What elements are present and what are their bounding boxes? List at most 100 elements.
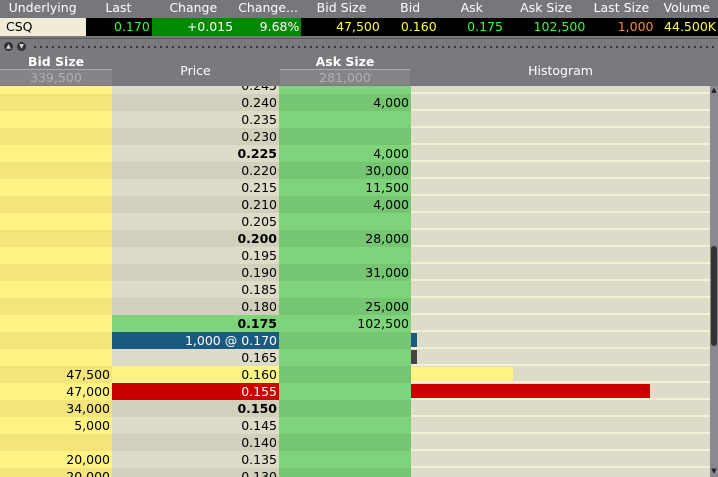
quote-col-header[interactable]: Bid xyxy=(400,0,421,15)
price-cell[interactable]: 0.130 xyxy=(112,468,279,477)
bid-size-cell[interactable] xyxy=(0,298,112,315)
histogram-cell[interactable] xyxy=(411,366,710,383)
histogram-cell[interactable] xyxy=(411,162,710,179)
bid-size-cell[interactable] xyxy=(0,94,112,111)
ask-size-cell[interactable]: 28,000 xyxy=(279,230,411,247)
histogram-cell[interactable] xyxy=(411,281,710,298)
price-cell[interactable]: 0.190 xyxy=(112,264,279,281)
histogram-cell[interactable] xyxy=(411,94,710,111)
bid-size-cell[interactable]: 47,500 xyxy=(0,366,112,383)
ask-size-cell[interactable]: 102,500 xyxy=(279,315,411,332)
book-row[interactable]: 0.245 xyxy=(0,86,710,94)
histogram-cell[interactable] xyxy=(411,213,710,230)
price-cell[interactable]: 0.245 xyxy=(112,86,279,94)
book-row[interactable]: 0.215 11,500 xyxy=(0,179,710,196)
ask-size-header[interactable]: Ask Size xyxy=(280,54,410,70)
book-row[interactable]: 0.140 xyxy=(0,434,710,451)
book-row[interactable]: 0.210 4,000 xyxy=(0,196,710,213)
histogram-cell[interactable] xyxy=(411,145,710,162)
book-row[interactable]: 0.240 4,000 xyxy=(0,94,710,111)
ask-size-cell[interactable] xyxy=(279,468,411,477)
bid-size-cell[interactable] xyxy=(0,281,112,298)
ask-size-cell[interactable]: 11,500 xyxy=(279,179,411,196)
scroll-down-icon[interactable]: ▼ xyxy=(711,467,717,475)
histogram-cell[interactable] xyxy=(411,247,710,264)
symbol-field[interactable]: CSQ xyxy=(0,18,86,36)
price-cell[interactable]: 0.145 xyxy=(112,417,279,434)
price-cell[interactable]: 0.165 xyxy=(112,349,279,366)
book-row[interactable]: 0.225 4,000 xyxy=(0,145,710,162)
collapse-up-icon[interactable]: ▲ xyxy=(4,42,13,51)
histogram-cell[interactable] xyxy=(411,349,710,366)
ask-size-cell[interactable]: 4,000 xyxy=(279,196,411,213)
bid-size-cell[interactable]: 34,000 xyxy=(0,400,112,417)
price-cell[interactable]: 0.240 xyxy=(112,94,279,111)
expand-down-icon[interactable]: ▼ xyxy=(17,42,26,51)
price-cell[interactable]: 0.210 xyxy=(112,196,279,213)
histogram-cell[interactable] xyxy=(411,400,710,417)
book-row[interactable]: 47,500 0.160 xyxy=(0,366,710,383)
splitter[interactable]: ▲ ▼ xyxy=(0,38,718,54)
histogram-cell[interactable] xyxy=(411,417,710,434)
book-row[interactable]: 0.230 xyxy=(0,128,710,145)
histogram-cell[interactable] xyxy=(411,451,710,468)
book-row[interactable]: 0.175 102,500 xyxy=(0,315,710,332)
bid-size-cell[interactable] xyxy=(0,213,112,230)
bid-size-cell[interactable] xyxy=(0,111,112,128)
bid-size-cell[interactable] xyxy=(0,128,112,145)
histogram-cell[interactable] xyxy=(411,111,710,128)
price-cell[interactable]: 0.200 xyxy=(112,230,279,247)
book-row[interactable]: 0.235 xyxy=(0,111,710,128)
ask-size-cell[interactable]: 4,000 xyxy=(279,94,411,111)
quote-col-header[interactable]: Last xyxy=(105,0,132,15)
book-row[interactable]: 47,000 0.155 xyxy=(0,383,710,400)
ask-size-cell[interactable] xyxy=(279,349,411,366)
histogram-cell[interactable] xyxy=(411,434,710,451)
bid-size-cell[interactable] xyxy=(0,162,112,179)
ask-size-cell[interactable] xyxy=(279,434,411,451)
bid-size-cell[interactable] xyxy=(0,230,112,247)
book-row[interactable]: 0.190 31,000 xyxy=(0,264,710,281)
book-row[interactable]: 0.205 xyxy=(0,213,710,230)
price-cell[interactable]: 0.140 xyxy=(112,434,279,451)
bid-size-cell[interactable] xyxy=(0,86,112,94)
ask-size-cell[interactable] xyxy=(279,247,411,264)
book-row[interactable]: 20,000 0.135 xyxy=(0,451,710,468)
histogram-cell[interactable] xyxy=(411,332,710,349)
ask-size-cell[interactable] xyxy=(279,128,411,145)
quote-col-header[interactable]: Ask xyxy=(460,0,483,15)
quote-col-header[interactable]: Bid Size xyxy=(316,0,367,15)
ask-size-cell[interactable] xyxy=(279,366,411,383)
book-row[interactable]: 0.195 xyxy=(0,247,710,264)
bid-size-cell[interactable] xyxy=(0,196,112,213)
price-cell[interactable]: 0.175 xyxy=(112,315,279,332)
bid-size-cell[interactable] xyxy=(0,247,112,264)
ask-size-cell[interactable]: 31,000 xyxy=(279,264,411,281)
histogram-cell[interactable] xyxy=(411,383,710,400)
price-cell[interactable]: 0.220 xyxy=(112,162,279,179)
price-header[interactable]: Price xyxy=(180,63,211,78)
ask-size-cell[interactable] xyxy=(279,213,411,230)
ask-size-cell[interactable] xyxy=(279,383,411,400)
quote-col-header[interactable]: Last Size xyxy=(593,0,650,15)
bid-size-cell[interactable] xyxy=(0,349,112,366)
histogram-cell[interactable] xyxy=(411,468,710,477)
ask-size-cell[interactable] xyxy=(279,451,411,468)
ask-size-cell[interactable]: 30,000 xyxy=(279,162,411,179)
quote-col-header[interactable]: Change... xyxy=(238,0,298,15)
scroll-up-icon[interactable]: ▲ xyxy=(711,86,717,94)
price-cell[interactable]: 0.160 xyxy=(112,366,279,383)
ask-size-cell[interactable] xyxy=(279,417,411,434)
price-cell[interactable]: 0.235 xyxy=(112,111,279,128)
bid-size-cell[interactable]: 47,000 xyxy=(0,383,112,400)
price-cell[interactable]: 0.180 xyxy=(112,298,279,315)
bid-size-cell[interactable] xyxy=(0,332,112,349)
quote-col-header[interactable]: Change xyxy=(169,0,218,15)
price-cell[interactable]: 0.205 xyxy=(112,213,279,230)
scrollbar-thumb[interactable] xyxy=(711,246,717,346)
book-row[interactable]: 0.200 28,000 xyxy=(0,230,710,247)
histogram-cell[interactable] xyxy=(411,230,710,247)
ask-size-cell[interactable] xyxy=(279,281,411,298)
ask-size-cell[interactable] xyxy=(279,400,411,417)
histogram-cell[interactable] xyxy=(411,264,710,281)
